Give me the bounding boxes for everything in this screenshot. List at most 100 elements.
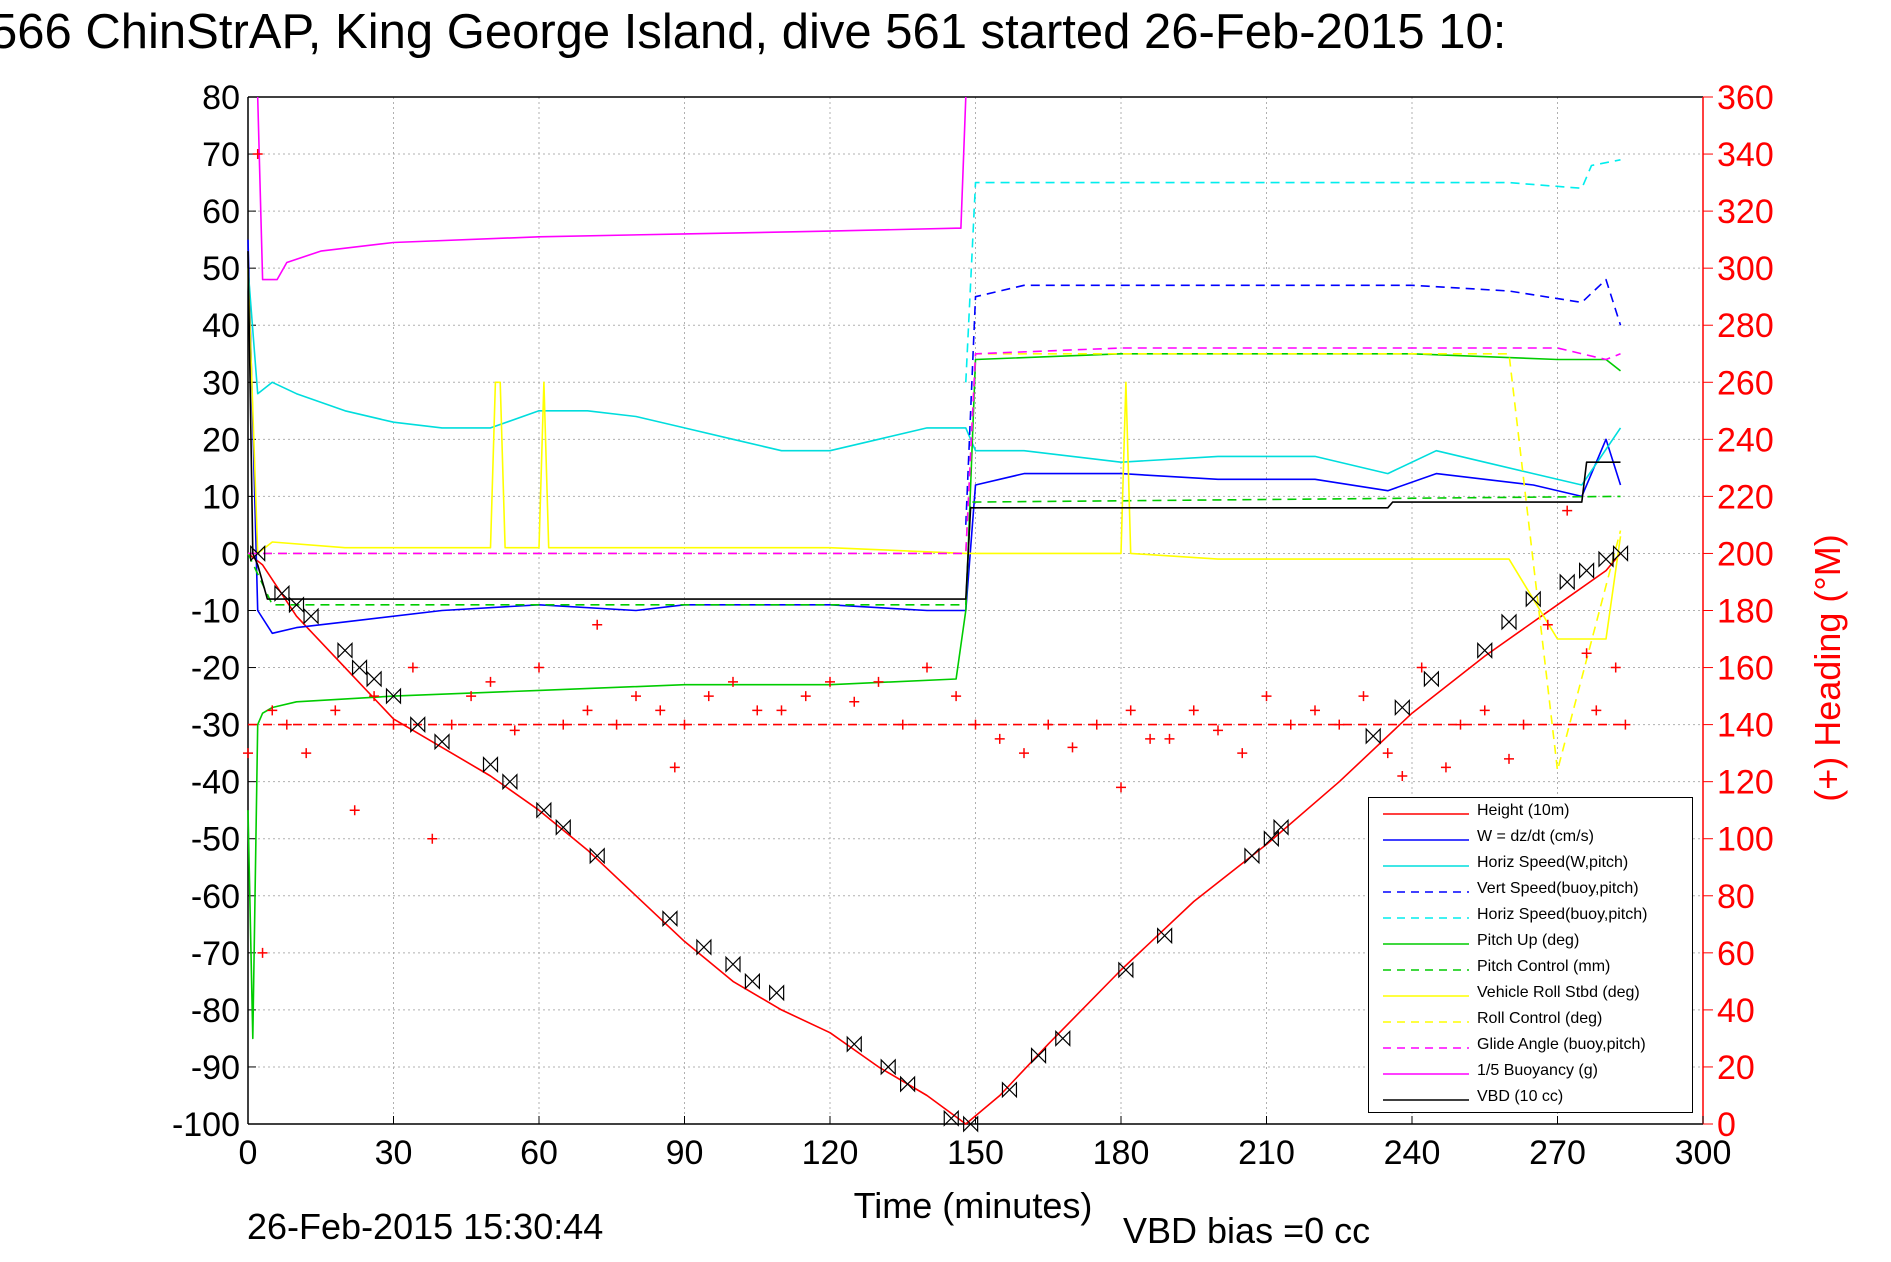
heading-point: [800, 691, 811, 702]
y2-tick-label: 180: [1717, 593, 1774, 631]
y2-tick-label: 220: [1717, 478, 1774, 516]
sample-marker: [250, 544, 266, 562]
sample-marker: [1579, 562, 1595, 580]
sample-marker: [536, 801, 552, 819]
sample-marker: [943, 1109, 959, 1127]
y-tick-label: -80: [191, 992, 240, 1030]
heading-point: [825, 676, 835, 687]
legend-item: 1/5 Buoyancy (g): [1369, 1060, 1692, 1086]
legend-item: VBD (10 cc): [1369, 1086, 1692, 1112]
chart-title: 566 ChinStrAP, King George Island, dive …: [0, 5, 1507, 59]
legend-item: Roll Control (deg): [1369, 1008, 1692, 1034]
sample-marker: [1365, 727, 1381, 745]
y2-tick-label: 200: [1717, 535, 1774, 573]
heading-point: [407, 662, 418, 673]
y-tick-label: 40: [202, 307, 240, 345]
sample-marker: [1263, 830, 1279, 848]
y2-tick-label: 100: [1717, 821, 1774, 859]
y-tick-label: 20: [202, 421, 240, 459]
y-tick-label: 70: [202, 136, 240, 174]
y2-tick-label: 120: [1717, 764, 1774, 802]
legend-item: Pitch Control (mm): [1369, 956, 1692, 982]
legend-item: Horiz Speed(buoy,pitch): [1369, 904, 1692, 930]
legend-item: Pitch Up (deg): [1369, 930, 1692, 956]
y2-tick-label: 280: [1717, 307, 1774, 345]
series-height-10m: [247, 552, 1622, 1125]
y2-tick-label: 320: [1717, 193, 1774, 231]
heading-point: [1358, 691, 1369, 702]
sample-marker: [900, 1075, 916, 1093]
sample-marker: [744, 972, 760, 990]
legend-label: Height (10m): [1477, 802, 1570, 819]
y-tick-label: -10: [191, 593, 240, 631]
heading-point: [1610, 662, 1621, 673]
y2-tick-label: 0: [1717, 1106, 1736, 1144]
heading-point: [534, 662, 544, 673]
heading-point: [1310, 705, 1320, 716]
series-glide-angle-buoy-pitch: [248, 347, 1621, 555]
y-tick-label: 50: [202, 250, 240, 288]
y2-tick-label: 240: [1717, 421, 1774, 459]
y2-tick-label: 80: [1717, 878, 1755, 916]
x-tick-label: 180: [1093, 1134, 1150, 1172]
heading-point: [1116, 782, 1126, 793]
heading-point: [592, 619, 603, 630]
x-tick-label: 210: [1238, 1134, 1295, 1172]
y2-tick-label: 20: [1717, 1049, 1755, 1087]
y2-tick-label: 140: [1717, 707, 1774, 745]
series-roll-control-deg: [248, 352, 1622, 772]
heading-point: [1562, 505, 1573, 516]
legend-label: Pitch Control (mm): [1477, 958, 1611, 975]
series-pitch-control-mm: [247, 495, 1621, 606]
heading-point: [257, 947, 268, 958]
y2-tick-label: 160: [1717, 650, 1774, 688]
heading-point: [1440, 762, 1451, 773]
sample-marker: [274, 584, 290, 602]
sample-marker: [502, 773, 518, 791]
sample-marker: [1030, 1047, 1047, 1064]
x-tick-label: 240: [1384, 1134, 1441, 1172]
sample-marker: [482, 756, 499, 773]
sample-marker: [555, 818, 571, 836]
y-tick-label: -60: [191, 878, 240, 916]
sample-marker: [434, 733, 450, 751]
y-tick-label: 60: [202, 193, 240, 231]
sample-marker: [1394, 699, 1410, 716]
sample-marker: [662, 910, 678, 928]
sample-marker: [1273, 818, 1289, 836]
y2-tick-label: 300: [1717, 250, 1774, 288]
sample-marker: [589, 847, 605, 865]
sample-marker: [1477, 641, 1493, 659]
heading-point: [1542, 619, 1553, 630]
legend-item: Horiz Speed(W,pitch): [1369, 852, 1692, 878]
x-tick-label: 120: [802, 1134, 859, 1172]
y-tick-label: 80: [202, 79, 240, 117]
legend-label: Pitch Up (deg): [1477, 932, 1580, 949]
heading-point: [951, 691, 962, 702]
heading-point: [1479, 705, 1490, 716]
x-tick-label: 30: [375, 1134, 413, 1172]
series-layer: [243, 96, 1631, 1125]
legend-label: Vert Speed(buoy,pitch): [1477, 880, 1639, 897]
sample-marker: [366, 670, 382, 688]
x-axis-label: Time (minutes): [854, 1185, 1093, 1226]
heading-point: [1620, 719, 1631, 730]
vbd-bias-note: VBD bias =0 cc: [1123, 1210, 1371, 1251]
legend-item: W = dz/dt (cm/s): [1369, 826, 1692, 852]
heading-point: [1213, 725, 1223, 736]
sample-marker: [385, 687, 402, 705]
heading-point: [509, 725, 520, 736]
series-vehicle-roll-stbd-deg: [247, 268, 1622, 640]
legend-item: Height (10m): [1369, 800, 1692, 826]
sample-marker: [880, 1058, 896, 1076]
y-tick-label: -40: [191, 764, 240, 802]
legend-label: 1/5 Buoyancy (g): [1477, 1062, 1598, 1079]
y2-tick-label: 360: [1717, 79, 1774, 117]
heading-point: [776, 705, 787, 716]
heading-point: [466, 691, 477, 702]
x-tick-label: 270: [1529, 1134, 1586, 1172]
y2-tick-label: 260: [1717, 364, 1774, 402]
heading-point: [631, 691, 641, 702]
y-tick-label: -20: [191, 650, 240, 688]
legend: Height (10m) W = dz/dt (cm/s) Horiz Spee…: [1368, 797, 1693, 1113]
